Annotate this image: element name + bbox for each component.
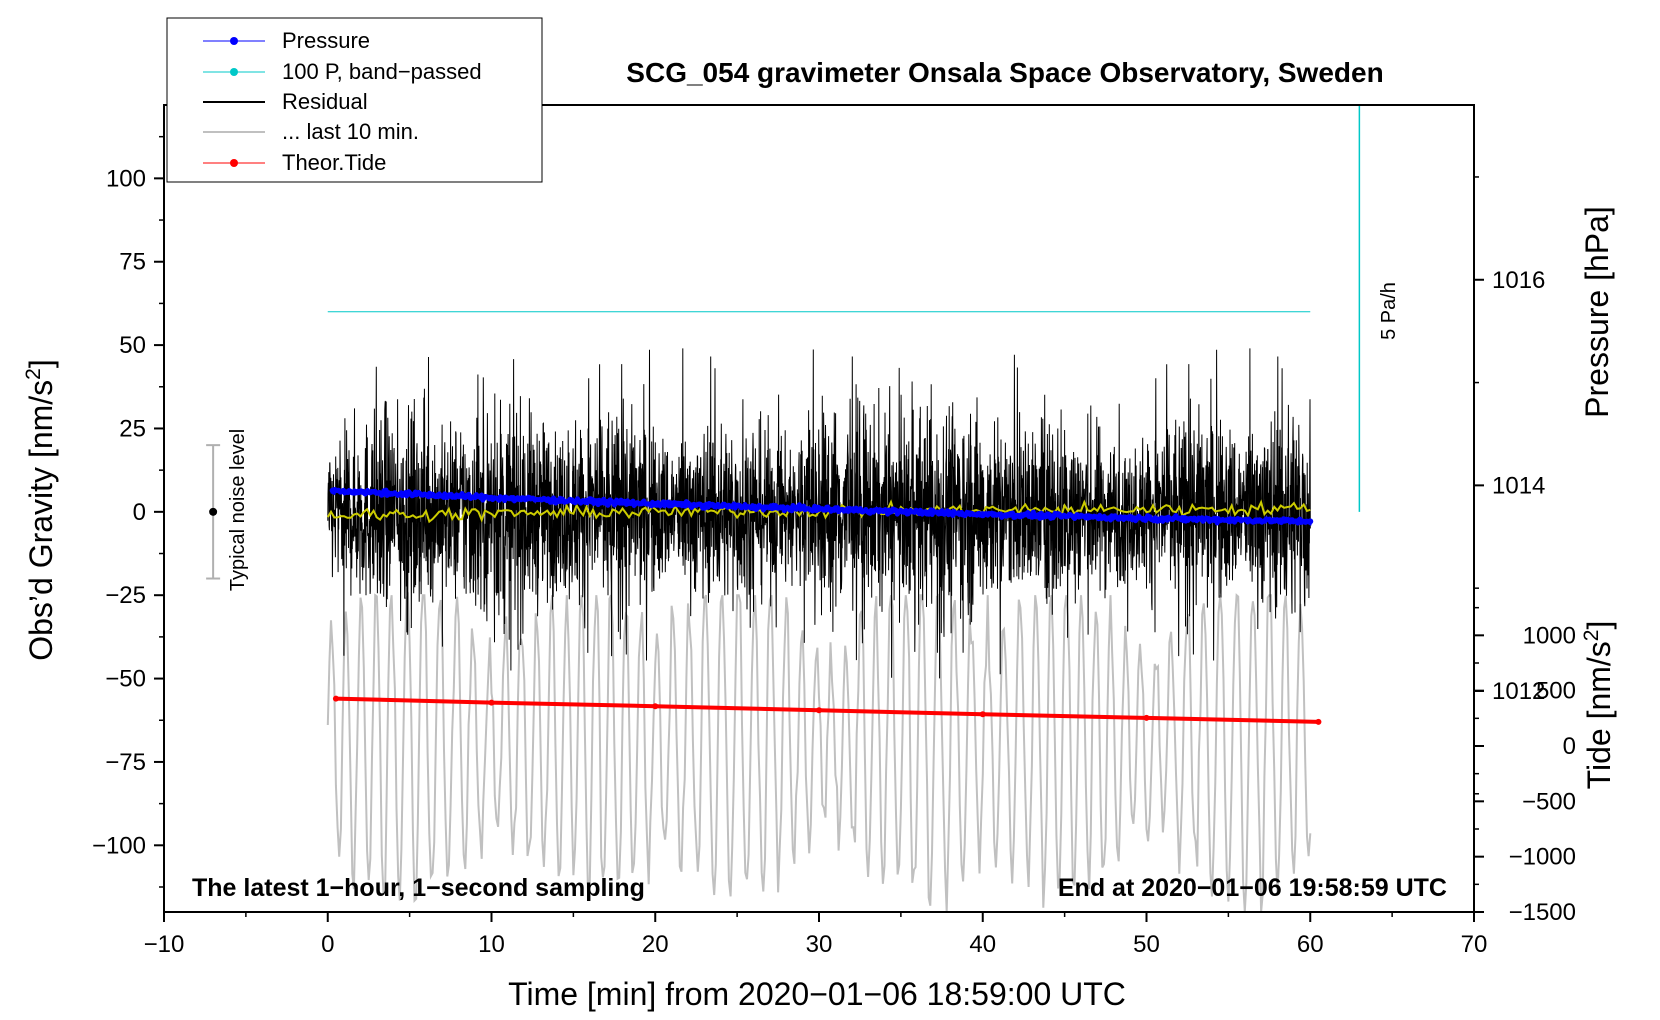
pressure-tick-label: 1014 [1492, 472, 1545, 499]
theor-tide-point [652, 703, 659, 710]
left-tick-label: 100 [106, 165, 146, 192]
pressure-point [488, 494, 495, 501]
left-tick-label: −25 [105, 582, 146, 609]
residual-line [327, 348, 1311, 679]
legend-entry-residual: Residual [203, 89, 368, 114]
axis-ticks: −10 0 10 20 30 40 50 60 701007550250−25−50−75−10… [92, 135, 1576, 958]
left-tick-label: 25 [119, 415, 146, 442]
noise-level-label: Typical noise level [227, 429, 249, 591]
residual-series [327, 348, 1311, 679]
left-tick-label: −100 [92, 832, 146, 859]
legend-marker-pressure [230, 37, 238, 45]
x-tick-label: −10 [144, 931, 185, 958]
left-axis-title: Obs’d Gravity [nm/s2] [22, 359, 59, 661]
pressure-axis-title: Pressure [hPa] [1579, 206, 1615, 418]
legend-entry-theor-tide: Theor.Tide [203, 150, 386, 175]
x-tick-label: 0 [321, 931, 334, 958]
pressure-point [816, 506, 822, 513]
theor-tide-point [1315, 718, 1322, 725]
legend-entry-pressure: Pressure [203, 28, 370, 53]
left-tick-label: −50 [105, 666, 146, 693]
x-tick-label: 20 [642, 931, 669, 958]
legend-label-pressure: Pressure [282, 28, 370, 53]
legend-entry-last-10-min: ... last 10 min. [203, 119, 419, 144]
x-tick-label: 70 [1461, 931, 1488, 958]
theor-tide-line [335, 696, 1319, 724]
pressure-tick-label: 1016 [1492, 267, 1545, 294]
legend-marker-band-passed [230, 68, 238, 76]
noise-bar-center [209, 507, 218, 516]
legend-label-band-passed: 100 P, band−passed [282, 59, 482, 84]
left-tick-label: 0 [133, 499, 146, 526]
pressure-point [329, 487, 336, 494]
left-tick-label: 50 [119, 332, 146, 359]
theor-tide-point [332, 695, 339, 702]
legend-label-theor-tide: Theor.Tide [282, 150, 386, 175]
end-time-note: End at 2020−01−06 19:58:59 UTC [1058, 874, 1447, 902]
x-tick-label: 50 [1133, 931, 1160, 958]
pressure-point [979, 511, 986, 518]
x-tick-label: 10 [478, 931, 505, 958]
sampling-note: The latest 1−hour, 1−second sampling [192, 874, 645, 902]
legend-label-residual: Residual [282, 89, 368, 114]
x-tick-label: 30 [806, 931, 833, 958]
theor-tide-point [979, 711, 986, 718]
legend-marker-theor-tide [230, 159, 238, 167]
pressure-series [329, 487, 1314, 526]
legend-label-last-10-min: ... last 10 min. [282, 119, 419, 144]
theor-tide-point [488, 699, 495, 706]
tide-tick-label: 1000 [1523, 622, 1576, 649]
legend: Pressure 100 P, band−passed Residual ...… [166, 17, 543, 183]
theoretical-tide-series [332, 695, 1322, 725]
last-10-min-line [326, 591, 1312, 913]
pressure-point [652, 500, 659, 507]
tide-tick-label: −1000 [1509, 844, 1576, 871]
left-tick-label: −75 [105, 749, 146, 776]
x-axis-title: Time [min] from 2020−01−06 18:59:00 UTC [508, 976, 1126, 1012]
data-traces [206, 105, 1361, 913]
pressure-tick-label: 1012 [1492, 678, 1545, 705]
tide-tick-label: −500 [1522, 788, 1576, 815]
pressure-point [1143, 515, 1150, 522]
pressure-point [1307, 518, 1314, 525]
left-tick-label: 75 [119, 249, 146, 276]
chart-title: SCG_054 gravimeter Onsala Space Observat… [626, 57, 1383, 88]
x-tick-label: 60 [1297, 931, 1324, 958]
tide-tick-label: 500 [1536, 678, 1576, 705]
legend-box [166, 17, 543, 183]
tide-axis-title: Tide [nm/s2] [1580, 621, 1617, 790]
x-tick-label: 40 [969, 931, 996, 958]
tide-tick-label: −1500 [1509, 899, 1576, 926]
last-10-min-series [326, 591, 1312, 913]
tide-tick-label: 0 [1563, 733, 1576, 760]
theor-tide-point [1143, 714, 1150, 721]
legend-entry-band-passed: 100 P, band−passed [203, 59, 482, 84]
noise-level-bar [206, 444, 221, 580]
theor-tide-point [816, 707, 822, 714]
rate-bar-label: 5 Pa/h [1378, 282, 1400, 340]
